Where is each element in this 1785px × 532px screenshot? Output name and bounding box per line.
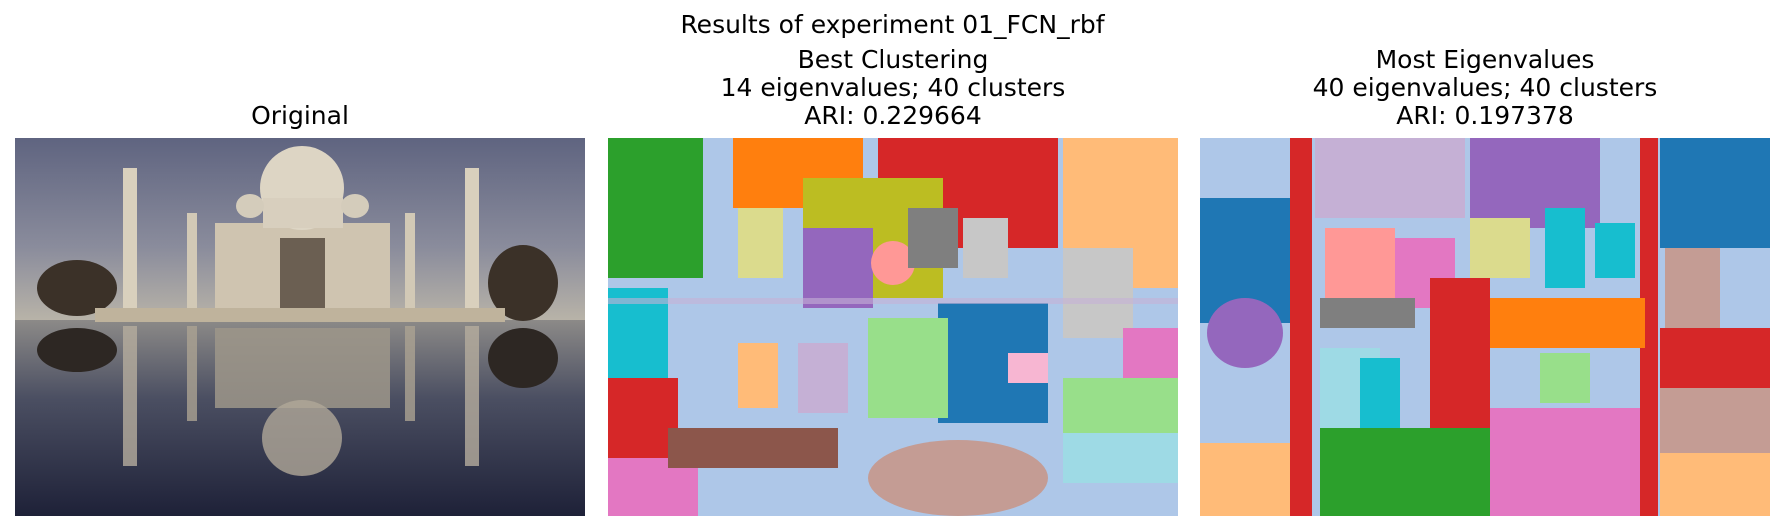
title-line: ARI: 0.229664 — [804, 101, 982, 130]
title-line: 40 eigenvalues; 40 clusters — [1312, 73, 1658, 102]
figure-suptitle: Results of experiment 01_FCN_rbf — [680, 10, 1105, 39]
segmentation-image-best — [608, 138, 1178, 516]
title-line: Best Clustering — [797, 45, 989, 74]
original-image — [15, 138, 585, 516]
panel-title-most-eigenvalues: Most Eigenvalues 40 eigenvalues; 40 clus… — [1200, 46, 1770, 130]
panel-title-best-clustering: Best Clustering 14 eigenvalues; 40 clust… — [608, 46, 1178, 130]
title-line: 14 eigenvalues; 40 clusters — [720, 73, 1066, 102]
title-line: ARI: 0.197378 — [1396, 101, 1574, 130]
panel-title-original: Original — [15, 102, 585, 130]
title-line: Original — [251, 101, 349, 130]
segmentation-image-most — [1200, 138, 1770, 516]
panel-most-eigenvalues: Most Eigenvalues 40 eigenvalues; 40 clus… — [1200, 0, 1770, 532]
panel-original: Original — [15, 0, 585, 532]
title-line: Most Eigenvalues — [1375, 45, 1595, 74]
panel-best-clustering: Best Clustering 14 eigenvalues; 40 clust… — [608, 0, 1178, 532]
